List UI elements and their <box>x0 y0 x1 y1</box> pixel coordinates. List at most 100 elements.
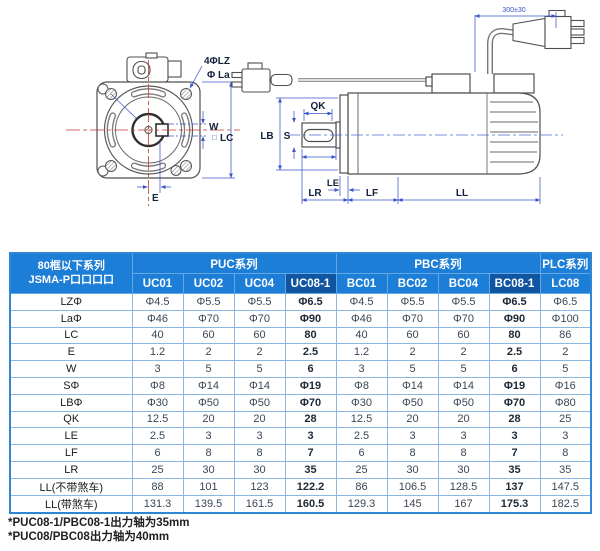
spec-cell: 8 <box>437 444 490 462</box>
encoder-plug-pin <box>231 71 243 79</box>
spec-cell: 6 <box>131 444 184 462</box>
spec-cell: Φ50 <box>386 393 439 412</box>
motor-body <box>347 92 541 175</box>
spec-cell: 131.3 <box>131 494 184 514</box>
side-dimension-labels: QK LB S LE LR LF LL 300±30 <box>260 7 525 199</box>
table-row: LF 6 8 8 7 6 8 8 7 8 <box>9 444 592 462</box>
spec-cell: 3 <box>233 427 286 446</box>
spec-cell: 1.2 <box>335 343 388 362</box>
power-plug-body <box>544 15 572 50</box>
spec-cell: 88 <box>131 477 184 496</box>
label-s: S <box>284 131 291 142</box>
spec-cell: 6 <box>488 360 541 378</box>
spec-cell: Φ70 <box>284 393 337 412</box>
spec-cell: 35 <box>539 460 592 479</box>
spec-cell: Φ19 <box>488 376 541 395</box>
spec-cell: 1.2 <box>131 343 184 362</box>
spec-cell: 3 <box>488 427 541 446</box>
row-label: E <box>9 343 133 362</box>
spec-cell: Φ100 <box>539 309 592 328</box>
row-label: LL(带煞车) <box>9 494 133 514</box>
row-label: LaΦ <box>9 309 133 328</box>
spec-cell: 12.5 <box>131 410 184 429</box>
spec-cell: Φ70 <box>437 309 490 328</box>
spec-cell: Φ19 <box>284 376 337 395</box>
spec-cell: 25 <box>131 460 184 479</box>
label-phi-la: Φ La <box>207 70 230 81</box>
column-header-UC04: UC04 <box>233 273 286 294</box>
table-row: LL(不带煞车) 88 101 123 122.2 86 106.5 128.5 137 147.… <box>9 477 592 496</box>
spec-cell: Φ70 <box>488 393 541 412</box>
spec-cell: Φ50 <box>182 393 235 412</box>
spec-cell: 30 <box>182 460 235 479</box>
spec-cell: 122.2 <box>284 477 337 496</box>
spec-cell: 40 <box>335 326 388 345</box>
spec-cell: Φ6.5 <box>539 293 592 311</box>
spec-cell: 12.5 <box>335 410 388 429</box>
table-row: QK 12.5 20 20 28 12.5 20 20 28 25 <box>9 410 592 429</box>
spec-cell: 30 <box>233 460 286 479</box>
label-le: LE <box>327 178 339 189</box>
row-label: LBΦ <box>9 393 133 412</box>
row-label: W <box>9 360 133 378</box>
spec-cell: 137 <box>488 477 541 496</box>
spec-cell: Φ5.5 <box>233 293 286 311</box>
spec-cell: 80 <box>284 326 337 345</box>
label-e: E <box>152 193 159 204</box>
spec-cell: 3 <box>437 427 490 446</box>
spec-cell: 6 <box>284 360 337 378</box>
column-header-BC01: BC01 <box>335 273 388 294</box>
spec-cell: Φ5.5 <box>182 293 235 311</box>
spec-cell: 2.5 <box>488 343 541 362</box>
spec-cell: Φ16 <box>539 376 592 395</box>
mounting-holes <box>97 83 192 177</box>
encoder-plug-latch <box>247 62 263 70</box>
spec-cell: 60 <box>437 326 490 345</box>
spec-cell: 3 <box>284 427 337 446</box>
spec-cell: 20 <box>386 410 439 429</box>
row-label: LE <box>9 427 133 446</box>
spec-cell: 60 <box>182 326 235 345</box>
row-label: LL(不带煞车) <box>9 477 133 496</box>
spec-cell: 2.5 <box>131 427 184 446</box>
shaft-keyway-slot <box>303 128 334 143</box>
label-cable-length: 300±30 <box>502 7 525 14</box>
cable-boot <box>512 17 546 48</box>
spec-cell: 3 <box>182 427 235 446</box>
spec-cell: 106.5 <box>386 477 439 496</box>
spec-cell: 25 <box>335 460 388 479</box>
spec-cell: 129.3 <box>335 494 388 514</box>
label-lr: LR <box>308 188 322 199</box>
spec-cell: 35 <box>284 460 337 479</box>
spec-cell: 2.5 <box>335 427 388 446</box>
spec-cell: 2 <box>437 343 490 362</box>
row-label: LF <box>9 444 133 462</box>
spec-cell: Φ30 <box>335 393 388 412</box>
spec-table: 80框以下系列 JSMA-P口口口口 PUC系列 PBC系列 PLC系列 UC01 UC02… <box>9 252 592 514</box>
table-row: LR 25 30 30 35 25 30 30 35 35 <box>9 460 592 479</box>
spec-cell: Φ5.5 <box>386 293 439 311</box>
side-dimension-lines <box>276 12 557 204</box>
rear-cooling-fins <box>486 93 538 174</box>
spec-cell: Φ14 <box>182 376 235 395</box>
spec-cell: 40 <box>131 326 184 345</box>
spec-cell: 167 <box>437 494 490 514</box>
spec-cell: 147.5 <box>539 477 592 496</box>
label-w: W <box>209 122 219 133</box>
spec-cell: 60 <box>233 326 286 345</box>
front-centerlines <box>66 60 240 206</box>
spec-cell: Φ46 <box>131 309 184 328</box>
spec-cell: Φ14 <box>386 376 439 395</box>
table-row: SΦ Φ8 Φ14 Φ14 Φ19 Φ8 Φ14 Φ14 Φ19 Φ16 <box>9 376 592 395</box>
label-lf: LF <box>366 188 378 199</box>
spec-cell: 3 <box>386 427 439 446</box>
spec-cell: 8 <box>233 444 286 462</box>
table-row: LaΦ Φ46 Φ70 Φ70 Φ90 Φ46 Φ70 Φ70 Φ90 Φ100 <box>9 309 592 328</box>
terminal-box <box>431 73 471 94</box>
label-qk: QK <box>311 101 327 112</box>
encoder-plug-pin <box>231 81 243 88</box>
power-cable <box>487 9 585 74</box>
spec-cell: Φ50 <box>233 393 286 412</box>
label-ll: LL <box>456 188 468 199</box>
